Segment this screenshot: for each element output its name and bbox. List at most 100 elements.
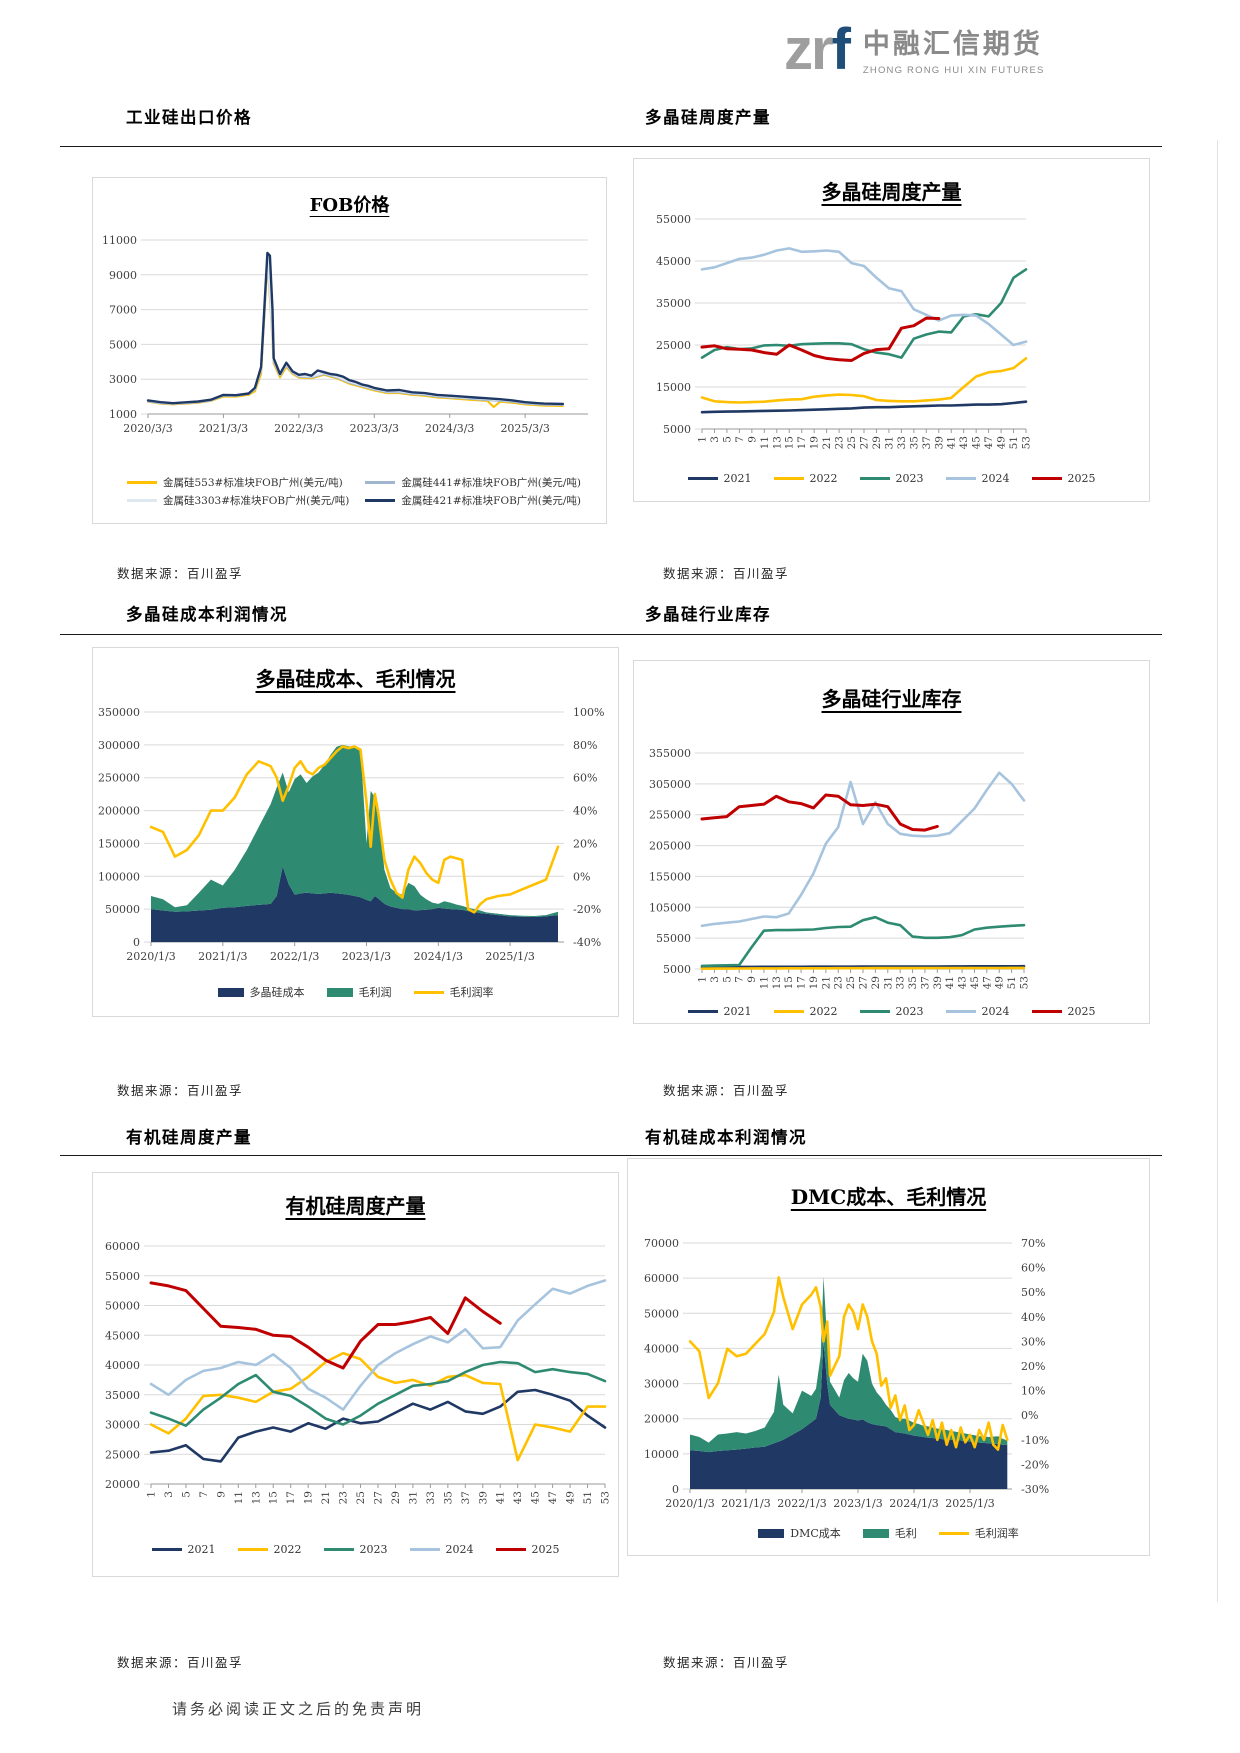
- svg-text:55000: 55000: [656, 932, 691, 945]
- svg-text:-20%: -20%: [573, 903, 601, 916]
- svg-text:100000: 100000: [98, 870, 140, 883]
- svg-text:19: 19: [808, 976, 820, 989]
- svg-text:41: 41: [944, 976, 956, 989]
- svg-text:11: 11: [758, 976, 770, 989]
- svg-text:23: 23: [338, 1491, 350, 1504]
- svg-text:35: 35: [907, 976, 919, 989]
- svg-text:31: 31: [882, 976, 894, 989]
- disclaimer-footer: 请务必阅读正文之后的免责声明: [172, 1700, 425, 1718]
- svg-text:17: 17: [285, 1491, 297, 1504]
- legend-swatch: [237, 1548, 268, 1551]
- legend-item: 2022: [237, 1543, 302, 1556]
- svg-text:51: 51: [582, 1491, 594, 1504]
- svg-text:33: 33: [896, 436, 908, 449]
- svg-text:49: 49: [996, 436, 1008, 449]
- section-title-silicone-weekly-output: 有机硅周度产量: [126, 1128, 252, 1147]
- svg-text:27: 27: [859, 436, 871, 449]
- svg-text:20%: 20%: [573, 837, 597, 850]
- chart-title: 有机硅周度产量: [285, 1194, 426, 1218]
- legend-swatch: [217, 987, 244, 997]
- svg-text:0%: 0%: [1021, 1409, 1038, 1422]
- svg-text:20%: 20%: [1021, 1360, 1045, 1373]
- svg-text:9: 9: [746, 436, 758, 443]
- legend-swatch: [859, 1010, 890, 1013]
- svg-text:9: 9: [746, 976, 758, 983]
- legend-item: 金属硅3303#标准块FOB广州(美元/吨): [126, 493, 349, 508]
- svg-text:20000: 20000: [644, 1413, 679, 1426]
- svg-text:9000: 9000: [109, 269, 137, 282]
- svg-text:350000: 350000: [98, 706, 140, 719]
- legend-swatch: [326, 987, 353, 997]
- svg-text:45: 45: [969, 976, 981, 989]
- section-rule: [60, 634, 1162, 635]
- svg-text:80%: 80%: [573, 739, 597, 752]
- data-source-note: 数据来源：百川盈孚: [117, 1083, 244, 1098]
- legend-item: 多晶硅成本: [217, 984, 305, 1000]
- chart-legend: 2021 2022 2023 2024 2025: [634, 472, 1149, 485]
- legend-item: DMC成本: [758, 1525, 841, 1541]
- svg-text:21: 21: [320, 1491, 332, 1504]
- svg-text:7: 7: [198, 1491, 210, 1498]
- svg-text:50000: 50000: [105, 903, 140, 916]
- chart-legend: 2021 2022 2023 2024 2025: [93, 1543, 618, 1556]
- polysilicon-inventory-chart: 355000 305000 255000 205000 155000 105000 5500…: [633, 660, 1150, 1024]
- page-border-line: [1217, 140, 1218, 1602]
- svg-text:2024/1/3: 2024/1/3: [414, 950, 463, 963]
- svg-text:11: 11: [233, 1491, 245, 1504]
- svg-text:17: 17: [796, 436, 808, 449]
- svg-text:15: 15: [783, 976, 795, 989]
- svg-text:13: 13: [771, 436, 783, 449]
- svg-text:11000: 11000: [102, 234, 137, 247]
- svg-text:2024/1/3: 2024/1/3: [889, 1497, 938, 1510]
- data-source-note: 数据来源：百川盈孚: [663, 1655, 790, 1670]
- svg-text:2020/1/3: 2020/1/3: [126, 950, 175, 963]
- svg-text:35000: 35000: [105, 1389, 140, 1402]
- svg-text:39: 39: [932, 976, 944, 989]
- svg-text:40%: 40%: [573, 805, 597, 818]
- svg-text:43: 43: [512, 1491, 524, 1504]
- svg-text:7000: 7000: [109, 304, 137, 317]
- svg-text:30%: 30%: [1021, 1335, 1045, 1348]
- legend-swatch: [365, 499, 396, 502]
- svg-text:21: 21: [820, 976, 832, 989]
- svg-text:1000: 1000: [109, 408, 137, 421]
- svg-text:17: 17: [796, 976, 808, 989]
- section-title-industrial-silicon-export-price: 工业硅出口价格: [126, 108, 252, 127]
- svg-text:15: 15: [268, 1491, 280, 1504]
- section-rule: [60, 1155, 1162, 1156]
- legend-swatch: [862, 1528, 889, 1538]
- svg-text:29: 29: [870, 976, 882, 989]
- svg-text:25: 25: [845, 976, 857, 989]
- svg-text:60%: 60%: [573, 772, 597, 785]
- svg-text:2020/1/3: 2020/1/3: [665, 1497, 714, 1510]
- chart-title: 多晶硅周度产量: [821, 180, 962, 204]
- svg-text:50000: 50000: [105, 1300, 140, 1313]
- legend-item: 金属硅441#标准块FOB广州(美元/吨): [365, 475, 581, 490]
- legend-swatch: [323, 1548, 354, 1551]
- legend-swatch: [1031, 1010, 1062, 1013]
- legend-item: 毛利润: [326, 984, 392, 1000]
- svg-text:39: 39: [477, 1491, 489, 1504]
- legend-item: 2021: [687, 472, 752, 485]
- legend-item: 2021: [687, 1005, 752, 1018]
- svg-text:53: 53: [1021, 436, 1033, 449]
- legend-swatch: [945, 1010, 976, 1013]
- legend-swatch: [773, 477, 804, 480]
- svg-text:2025/3/3: 2025/3/3: [500, 422, 549, 435]
- svg-text:-30%: -30%: [1021, 1483, 1049, 1496]
- svg-text:55000: 55000: [105, 1270, 140, 1283]
- svg-text:13: 13: [771, 976, 783, 989]
- svg-text:2022/1/3: 2022/1/3: [777, 1497, 826, 1510]
- logo-zrf-mark: zrf: [784, 17, 851, 82]
- svg-text:2021/1/3: 2021/1/3: [721, 1497, 770, 1510]
- svg-text:155000: 155000: [649, 870, 691, 883]
- svg-text:100%: 100%: [573, 706, 604, 719]
- svg-text:19: 19: [809, 436, 821, 449]
- svg-text:53: 53: [1019, 976, 1031, 989]
- svg-text:2023/3/3: 2023/3/3: [350, 422, 399, 435]
- section-rule: [60, 146, 1162, 147]
- svg-text:25: 25: [846, 436, 858, 449]
- svg-text:10000: 10000: [644, 1448, 679, 1461]
